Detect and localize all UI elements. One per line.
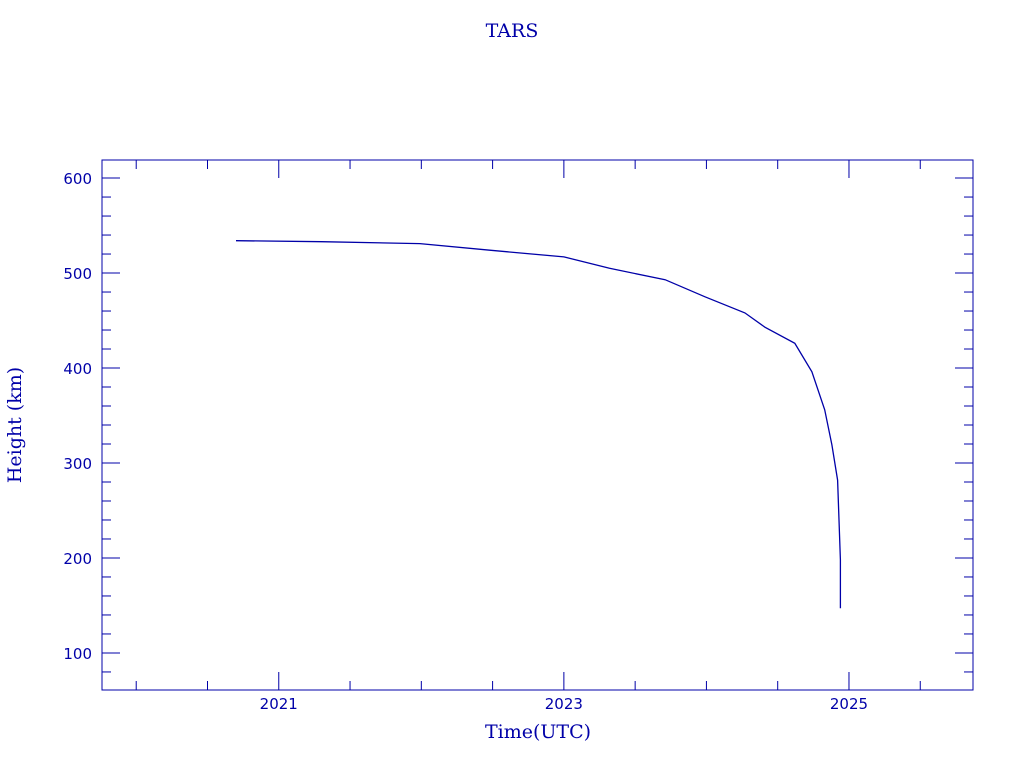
y-tick-label: 600 (63, 170, 92, 188)
x-tick-label: 2021 (260, 695, 298, 713)
x-tick-label: 2023 (545, 695, 583, 713)
x-axis-label: Time(UTC) (485, 721, 591, 743)
y-tick-label: 400 (63, 360, 92, 378)
y-tick-label: 100 (63, 645, 92, 663)
y-tick-label: 300 (63, 455, 92, 473)
series-line (235, 240, 842, 609)
plot-frame (101, 159, 974, 691)
y-tick-label: 200 (63, 550, 92, 568)
x-tick-label: 2025 (830, 695, 868, 713)
y-tick-label: 500 (63, 265, 92, 283)
y-axis-label: Height (km) (4, 367, 26, 483)
chart-title: TARS (486, 20, 539, 42)
